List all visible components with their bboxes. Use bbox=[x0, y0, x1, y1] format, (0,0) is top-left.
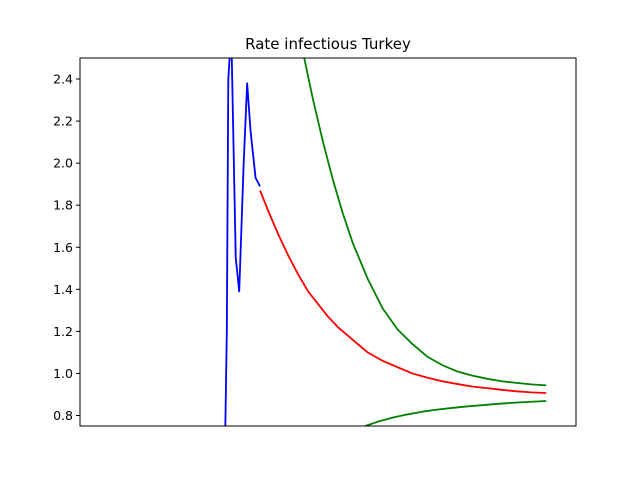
y-tick-label: 1.8 bbox=[53, 198, 73, 213]
y-tick-label: 0.8 bbox=[53, 408, 73, 423]
chart-title: Rate infectious Turkey bbox=[245, 35, 411, 53]
series-line-4 bbox=[364, 400, 547, 426]
y-tick-label: 1.4 bbox=[53, 282, 73, 297]
series-line-2 bbox=[259, 190, 547, 394]
y-tick-label: 2.0 bbox=[53, 156, 73, 171]
y-axis: 0.8 1.0 1.2 1.4 1.6 1.8 2.0 2.2 2.4 bbox=[53, 72, 80, 423]
y-tick-label: 2.4 bbox=[53, 72, 73, 87]
y-tick-label: 1.0 bbox=[53, 366, 73, 381]
series-line-3 bbox=[303, 58, 547, 387]
plot-frame bbox=[79, 57, 577, 427]
y-tick-label: 1.6 bbox=[53, 240, 73, 255]
y-tick-label: 2.2 bbox=[53, 114, 73, 129]
series-layer bbox=[224, 58, 547, 426]
series-line-1 bbox=[224, 58, 261, 426]
y-tick-label: 1.2 bbox=[53, 324, 73, 339]
